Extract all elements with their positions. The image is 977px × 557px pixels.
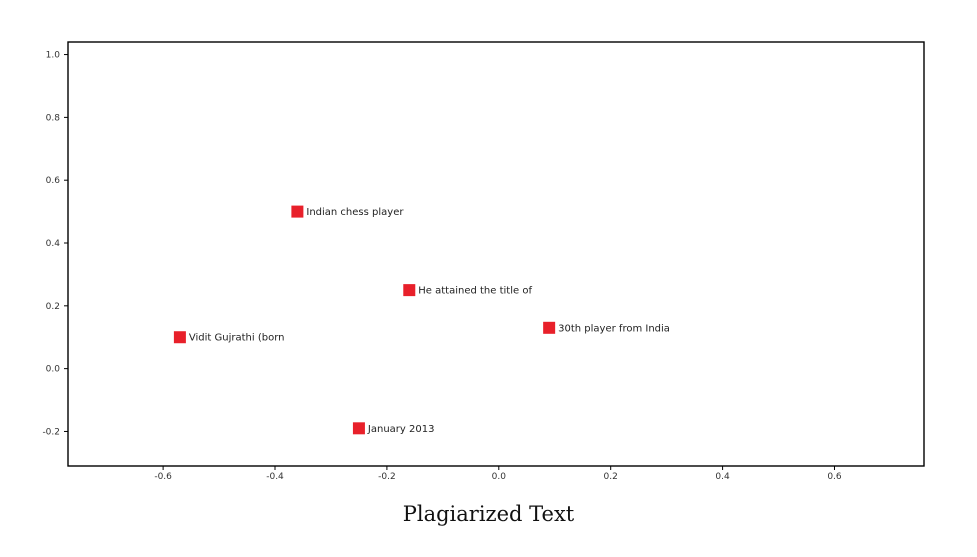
chart-title: Plagiarized Text: [402, 502, 575, 526]
y-tick-label: 0.6: [46, 176, 61, 186]
data-point-marker: [291, 205, 304, 218]
data-point-marker: [352, 422, 365, 435]
data-point-label: Indian chess player: [306, 207, 404, 218]
x-tick-label: -0.6: [154, 472, 172, 482]
data-point-label: Vidit Gujrathi (born: [189, 333, 285, 344]
data-point-label: He attained the title of: [418, 286, 532, 297]
data-point-marker: [173, 331, 186, 344]
x-tick-label: -0.2: [378, 472, 396, 482]
plot-frame: [67, 41, 925, 467]
x-axis: -0.6 -0.4 -0.2 0.0 0.2 0.4 0.6: [154, 466, 842, 482]
data-point-label: January 2013: [367, 424, 435, 435]
x-tick-label: 0.2: [604, 472, 618, 482]
data-point-marker: [403, 284, 416, 297]
y-tick-label: 0.0: [46, 365, 61, 375]
y-axis: -0.2 0.0 0.2 0.4 0.6 0.8 1.0: [42, 51, 68, 437]
y-tick-label: -0.2: [42, 427, 60, 437]
x-tick-label: -0.4: [266, 472, 284, 482]
data-points: Indian chess player He attained the title…: [173, 205, 670, 435]
y-tick-label: 1.0: [46, 51, 61, 61]
y-tick-label: 0.4: [46, 239, 61, 249]
x-tick-label: 0.4: [715, 472, 730, 482]
y-tick-label: 0.8: [46, 113, 61, 123]
x-tick-label: 0.6: [827, 472, 842, 482]
y-tick-label: 0.2: [46, 302, 60, 312]
data-point-marker: [543, 321, 556, 334]
data-point-label: 30th player from India: [558, 323, 670, 334]
x-tick-label: 0.0: [492, 472, 507, 482]
